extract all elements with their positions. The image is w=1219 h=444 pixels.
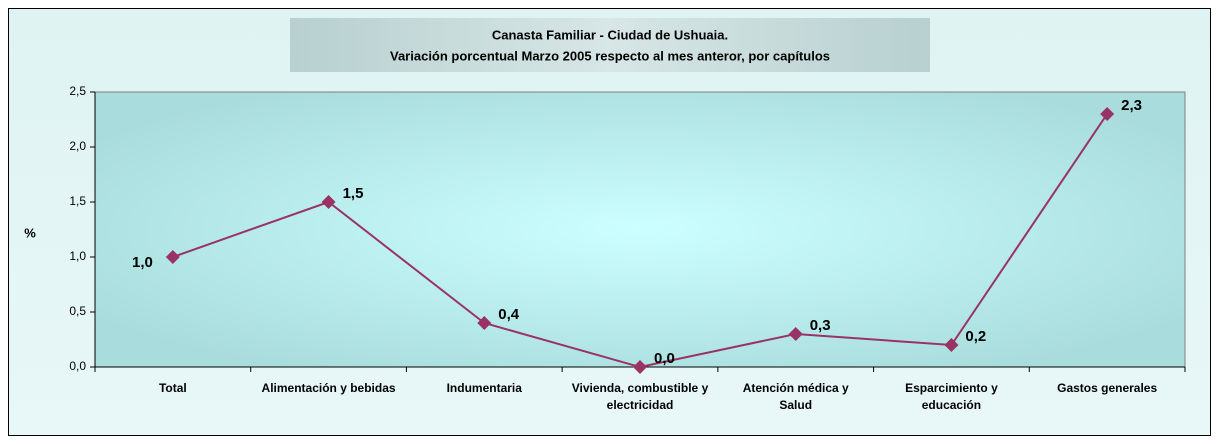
data-label: 0,0 [654, 350, 675, 367]
marker [633, 360, 647, 374]
y-axis-label: % [24, 225, 36, 240]
data-label: 1,0 [132, 254, 153, 271]
marker [1100, 107, 1115, 121]
marker [788, 327, 803, 341]
x-tick-label: Atención médica y Salud [742, 381, 849, 412]
marker [944, 338, 959, 352]
marker [165, 250, 180, 264]
x-tick-label: Esparcimiento y educación [905, 381, 998, 412]
data-label: 0,3 [810, 317, 831, 334]
plot-area [94, 91, 1186, 368]
y-tick-label: 1,5 [69, 194, 86, 208]
data-label: 0,4 [498, 306, 520, 323]
marker [321, 195, 336, 209]
y-tick-label: 0,5 [69, 304, 86, 318]
x-tick-label: Alimentación y bebidas [261, 381, 396, 395]
y-tick-label: 2,5 [69, 84, 86, 98]
y-tick-label: 0,0 [69, 359, 86, 373]
y-tick-label: 2,0 [69, 139, 86, 153]
chart-title: Canasta Familiar - Ciudad de Ushuaia. [492, 27, 728, 42]
chart-subtitle: Variación porcentual Marzo 2005 respecto… [390, 48, 830, 63]
data-label: 1,5 [343, 185, 364, 202]
data-label: 2,3 [1121, 97, 1142, 114]
x-tick-label: Total [158, 381, 187, 395]
x-tick-label: Vivienda, combustible y electricidad [571, 381, 709, 412]
data-label: 0,2 [965, 328, 986, 345]
title-box [290, 18, 930, 72]
marker [477, 316, 492, 330]
y-tick-label: 1,0 [69, 249, 86, 263]
x-tick-label: Indumentaria [446, 381, 522, 395]
x-tick-label: Gastos generales [1057, 381, 1158, 395]
